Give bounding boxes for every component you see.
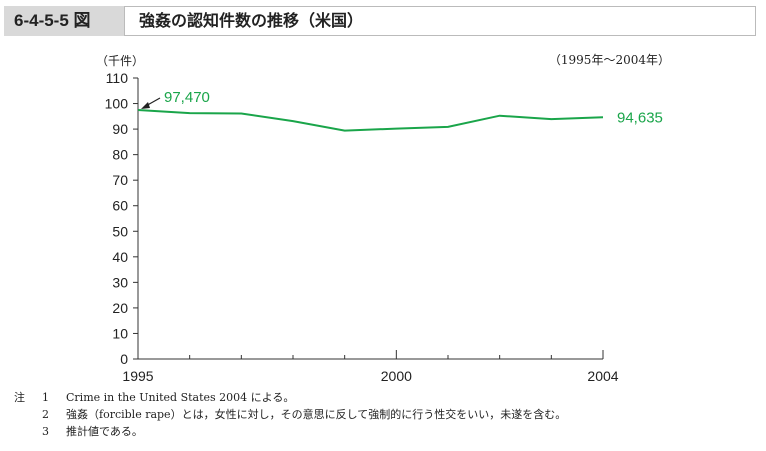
series-line (137, 109, 604, 132)
data-label-start: 97,470 (164, 89, 210, 106)
note-text: Crime in the United States 2004 による。 (66, 391, 295, 404)
x-tick-label: 2000 (381, 368, 412, 384)
data-label-end: 94,635 (617, 109, 663, 126)
y-tick-label: 70 (112, 172, 128, 188)
y-tick-label: 10 (112, 325, 128, 341)
y-unit-label: （千件） (96, 54, 145, 68)
figure-header: 6-4-5-5 図 強姦の認知件数の推移（米国） (4, 6, 756, 36)
y-tick-label: 40 (112, 249, 128, 265)
y-tick-label: 80 (112, 147, 128, 163)
y-tick-label: 0 (120, 351, 128, 367)
note-2: 2 強姦（forcible rape）とは，女性に対し，その意思に反して強制的に… (14, 406, 566, 423)
y-tick-label: 30 (112, 274, 128, 290)
note-1: 注 1 Crime in the United States 2004 による。 (14, 389, 566, 406)
figure-title: 強姦の認知件数の推移（米国） (124, 6, 756, 36)
note-number: 1 (42, 391, 49, 404)
note-number: 3 (42, 425, 49, 438)
y-tick-label: 60 (112, 198, 128, 214)
note-number: 2 (42, 408, 49, 421)
note-head: 注 (14, 391, 25, 404)
y-tick-label: 100 (105, 96, 129, 112)
y-tick-label: 20 (112, 300, 128, 316)
note-text: 推計値である。 (66, 425, 143, 438)
note-3: 3 推計値である。 (14, 423, 566, 440)
y-tick-label: 50 (112, 223, 128, 239)
notes: 注 1 Crime in the United States 2004 による。… (14, 389, 566, 440)
note-text: 強姦（forcible rape）とは，女性に対し，その意思に反して強制的に行う… (66, 408, 567, 421)
period-label: （1995年～2004年） (548, 53, 670, 67)
figure-number: 6-4-5-5 図 (4, 6, 124, 36)
y-tick-label: 90 (112, 121, 128, 137)
y-tick-label: 110 (106, 70, 129, 86)
x-tick-label: 1995 (122, 368, 153, 384)
x-tick-label: 2004 (587, 368, 618, 384)
annotation-arrowhead (141, 102, 150, 110)
